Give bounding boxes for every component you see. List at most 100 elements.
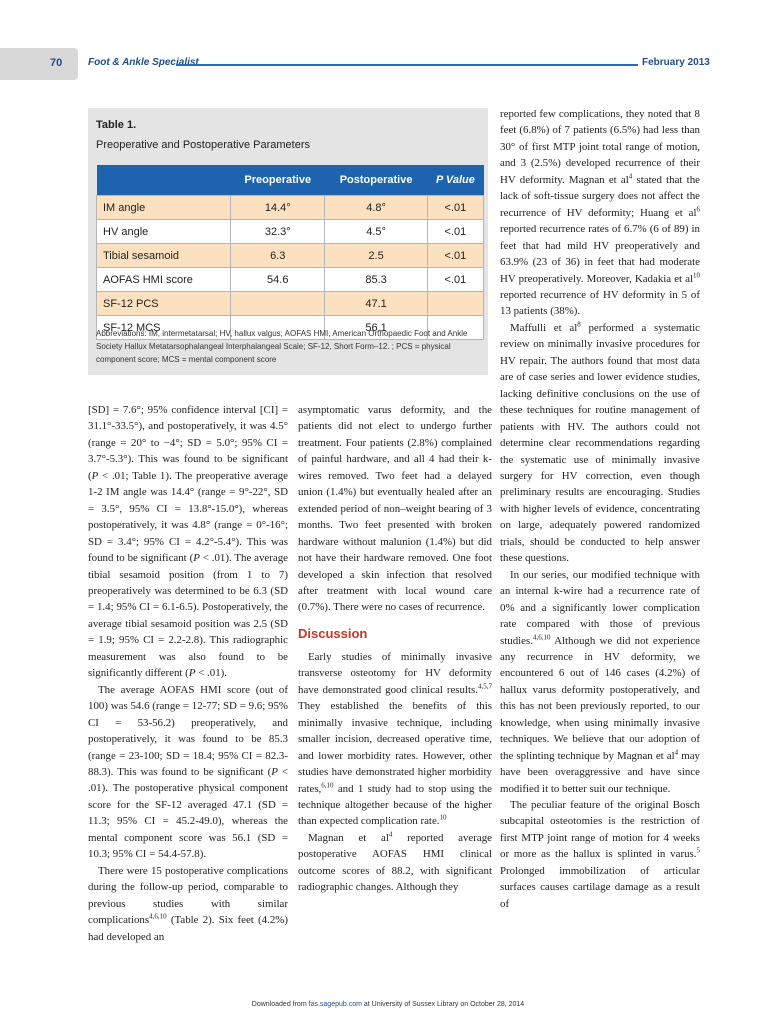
text-run: The peculiar feature of the original Bos…	[500, 799, 700, 861]
footer-text: Downloaded from	[251, 1001, 307, 1008]
table-cell: <.01	[426, 219, 485, 244]
text-run: asymptomatic varus deformity, and the pa…	[298, 404, 492, 614]
paragraph: [SD] = 7.6°; 95% confidence interval [CI…	[88, 402, 288, 682]
citation: 4	[388, 830, 393, 839]
table-row: AOFAS HMI score 54.6 85.3 <.01	[95, 267, 485, 292]
header-cell: Preoperative	[230, 165, 325, 196]
citation: 8	[577, 320, 581, 329]
table-cell: <.01	[426, 195, 485, 220]
table-cell: 6.3	[230, 243, 326, 268]
paragraph: reported few complications, they noted t…	[500, 106, 700, 320]
table-cell	[230, 291, 326, 316]
footer-text: at University of Sussex Library on Octob…	[363, 1001, 525, 1008]
text-run: < .01). The average tibial sesamoid posi…	[88, 552, 288, 680]
table-cell: 85.3	[324, 267, 428, 292]
table-cell: 4.5°	[324, 219, 428, 244]
paragraph: Early studies of minimally invasive tran…	[298, 649, 492, 830]
table-row: SF-12 MCS 56.1	[95, 315, 485, 340]
row-label: AOFAS HMI score	[95, 267, 232, 292]
text-run: The average AOFAS HMI score (out of 100)…	[88, 683, 288, 778]
text-run: reported average postoperative AOFAS HMI…	[298, 831, 492, 894]
text-run: In our series, our modified technique wi…	[500, 568, 700, 647]
paragraph: Magnan et al4 reported average postopera…	[298, 830, 492, 896]
table-cell: 56.1	[324, 315, 428, 340]
text-run: < .01). The postoperative physical compo…	[88, 765, 288, 861]
citation: 5	[696, 846, 701, 855]
row-label: Tibial sesamoid	[95, 243, 232, 268]
table-cell: 54.6	[230, 267, 326, 292]
text-run: Although we did not experience any recur…	[500, 634, 700, 762]
paragraph: The average AOFAS HMI score (out of 100)…	[88, 682, 288, 863]
citation: 4,6,10	[149, 912, 167, 921]
citation: 4	[674, 748, 679, 757]
paragraph: Maffulli et al8 performed a systematic r…	[500, 320, 700, 567]
table-cell	[230, 315, 326, 340]
row-label: IM angle	[95, 195, 232, 220]
text-run: Prolonged immobilization of articular su…	[500, 864, 700, 910]
text-column: [SD] = 7.6°; 95% confidence interval [CI…	[88, 402, 288, 945]
row-label: HV angle	[95, 219, 232, 244]
paragraph: The peculiar feature of the original Bos…	[500, 797, 700, 912]
text-run: [SD] = 7.6°; 95% confidence interval [CI…	[88, 404, 288, 482]
footer: Downloaded from fas.sagepub.com at Unive…	[0, 1001, 776, 1008]
text-run: reported recurrence rates of 6.7% (6 of …	[500, 223, 700, 285]
table-cell: <.01	[426, 267, 485, 292]
text-run: reported few complications, they noted t…	[500, 108, 700, 186]
text-column: asymptomatic varus deformity, and the pa…	[298, 402, 492, 896]
text-run: (Table 2). Six feet (4.2%) had developed…	[88, 914, 288, 943]
text-run: and 1 study had to stop using the techni…	[298, 782, 492, 828]
table-header-row: Preoperative Postoperative P Value	[96, 165, 484, 196]
paragraph: In our series, our modified technique wi…	[500, 567, 700, 797]
table-cell: 47.1	[324, 291, 428, 316]
citation: 4,6,10	[532, 632, 551, 641]
section-heading: Discussion	[298, 625, 368, 641]
journal-name: Foot & Ankle Specialist	[88, 57, 199, 68]
text-run: < .01).	[195, 667, 228, 680]
italic-run: P	[193, 552, 200, 565]
table-cell: 14.4°	[230, 195, 326, 220]
text-run: may have been overaggressive and have si…	[500, 749, 700, 795]
text-run: reported recurrence of HV deformity in 5…	[500, 288, 700, 318]
row-label: SF-12 MCS	[95, 315, 232, 340]
text-run: They established the benefits of this mi…	[298, 700, 492, 795]
citation: 10	[693, 270, 700, 279]
table-cell	[426, 291, 485, 316]
text-run: performed a systematic review on minimal…	[500, 321, 701, 565]
citation: 10	[439, 813, 447, 822]
table-cell: 32.3°	[230, 219, 326, 244]
table-cell: 4.8°	[324, 195, 428, 220]
italic-run: P	[91, 469, 99, 482]
header-cell: Postoperative	[324, 165, 428, 196]
text-run: Maffulli et al	[510, 321, 578, 334]
data-table: Preoperative Postoperative P Value IM angle…	[95, 165, 485, 340]
text-run: < .01; Table 1). The preoperative averag…	[88, 469, 288, 565]
table-footnote: Abbreviations: IM, intermetatarsal; HV, …	[96, 329, 468, 364]
italic-run: P	[188, 667, 196, 680]
table-title: Preoperative and Postoperative Parameter…	[96, 139, 311, 151]
italic-run: P	[271, 765, 278, 778]
table-row: HV angle 32.3° 4.5° <.01	[95, 219, 485, 244]
table-row: Tibial sesamoid 6.3 2.5 <.01	[95, 243, 485, 268]
citation: 6,10	[321, 780, 334, 789]
page-number: 70	[50, 57, 63, 69]
header-cell: P Value	[427, 165, 484, 196]
citation: 6	[696, 205, 701, 214]
header-cell	[96, 165, 231, 196]
table-row: SF-12 PCS 47.1	[95, 291, 485, 316]
citation: 4,5,7	[478, 682, 492, 691]
citation: 4	[628, 172, 633, 181]
table-cell	[426, 315, 485, 340]
text-run: There were 15 postoperative complication…	[88, 864, 288, 927]
page-tab	[0, 48, 78, 80]
table-cell: <.01	[426, 243, 485, 268]
table-row: IM angle 14.4° 4.8° <.01	[95, 195, 485, 220]
footer-link[interactable]: fas.sagepub.com	[308, 1001, 362, 1008]
paragraph: asymptomatic varus deformity, and the pa…	[298, 402, 492, 616]
text-run: stated that the lack of soft-tissue surg…	[500, 173, 700, 219]
header-rule	[176, 64, 638, 66]
text-run: Early studies of minimally invasive tran…	[298, 650, 492, 696]
table-label: Table 1.	[96, 119, 137, 131]
text-column: reported few complications, they noted t…	[500, 106, 700, 912]
table-cell: 2.5	[324, 243, 428, 268]
